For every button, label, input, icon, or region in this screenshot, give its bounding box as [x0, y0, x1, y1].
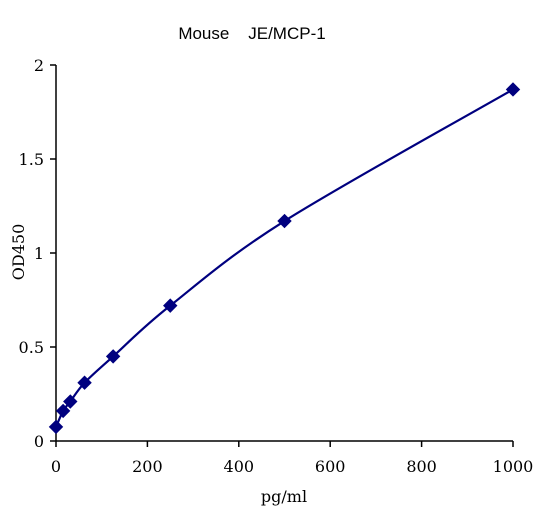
- y-tick-label: 1.5: [19, 150, 44, 169]
- data-point: [277, 213, 292, 229]
- y-tick-label: 2: [34, 56, 44, 75]
- data-point: [48, 419, 64, 435]
- tick-labels: 0 0.5 1 1.5 2 0 200 400 600 800 1000: [19, 56, 534, 476]
- data-points: [48, 82, 521, 435]
- tick-marks: [50, 64, 514, 447]
- data-point: [77, 375, 92, 390]
- y-tick-label: 0: [34, 432, 44, 451]
- data-point: [63, 394, 78, 409]
- x-tick-label: 1000: [493, 457, 534, 476]
- x-tick-label: 200: [132, 457, 163, 476]
- x-tick-label: 400: [224, 457, 255, 476]
- y-tick-label: 1: [34, 244, 44, 263]
- data-point: [163, 298, 178, 313]
- x-tick-label: 0: [51, 457, 61, 476]
- x-tick-label: 800: [406, 457, 437, 476]
- chart-title: Mouse JE/MCP-1: [178, 24, 325, 43]
- data-point: [505, 82, 521, 97]
- y-axis-label: OD450: [9, 224, 28, 280]
- data-point: [105, 349, 121, 364]
- fit-curve: [54, 88, 514, 428]
- data-point: [55, 403, 71, 419]
- x-axis-label: pg/ml: [261, 487, 307, 506]
- x-tick-label: 600: [315, 457, 346, 476]
- y-tick-label: 0.5: [19, 338, 44, 357]
- axes: [55, 65, 513, 442]
